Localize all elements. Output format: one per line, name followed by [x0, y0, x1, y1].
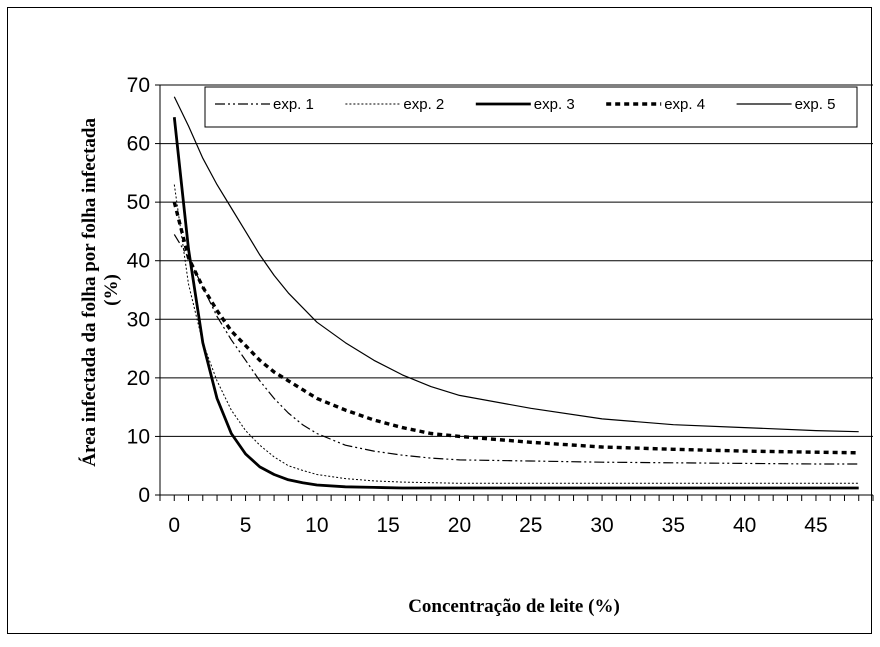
y-tick-label: 70 — [127, 74, 150, 97]
legend: exp. 1 exp. 2 exp. 3 exp. 4 exp. 5 — [204, 86, 858, 128]
axes: 0 10 20 30 40 50 60 70 0 5 10 15 20 25 30 35 40 45 — [127, 74, 874, 537]
x-tick-label: 25 — [519, 514, 542, 537]
legend-label-exp-2: exp. 2 — [403, 96, 444, 113]
legend-label-exp-3: exp. 3 — [534, 96, 575, 113]
y-tick-label: 30 — [127, 308, 150, 331]
series-line-exp-2 — [173, 184, 859, 484]
x-tick-label: 40 — [733, 514, 756, 537]
series-lines — [172, 96, 859, 490]
x-tick-label: 45 — [804, 514, 827, 537]
x-tick-label: 0 — [168, 514, 180, 537]
y-axis-label-line2: (%) — [101, 274, 122, 306]
x-tick-label: 35 — [662, 514, 685, 537]
y-tick-label: 50 — [127, 191, 150, 214]
x-tick-label: 10 — [305, 514, 328, 537]
y-axis-label-line1: Área infectada da folha por folha infect… — [78, 118, 100, 467]
x-axis-label: Concentração de leite (%) — [408, 596, 620, 617]
y-tick-label: 60 — [127, 133, 150, 156]
y-tick-label: 0 — [138, 484, 150, 507]
legend-label-exp-4: exp. 4 — [664, 96, 705, 113]
y-tick-label: 20 — [127, 367, 150, 390]
legend-label-exp-1: exp. 1 — [273, 96, 314, 113]
x-tick-label: 15 — [376, 514, 399, 537]
y-axis-label: Área infectada da folha por folha infect… — [78, 113, 122, 466]
gridlines — [160, 84, 873, 437]
y-tick-label: 40 — [127, 250, 150, 273]
series-line-exp-5 — [173, 96, 859, 433]
x-tick-label: 30 — [590, 514, 613, 537]
series-line-exp-4 — [172, 201, 859, 455]
x-tick-label: 20 — [448, 514, 471, 537]
y-tick-label: 10 — [127, 425, 150, 448]
legend-label-exp-5: exp. 5 — [795, 96, 836, 113]
legend-box — [204, 86, 858, 128]
series-line-exp-1 — [173, 234, 859, 465]
x-tick-label: 5 — [240, 514, 252, 537]
series-line-exp-3 — [172, 117, 859, 490]
